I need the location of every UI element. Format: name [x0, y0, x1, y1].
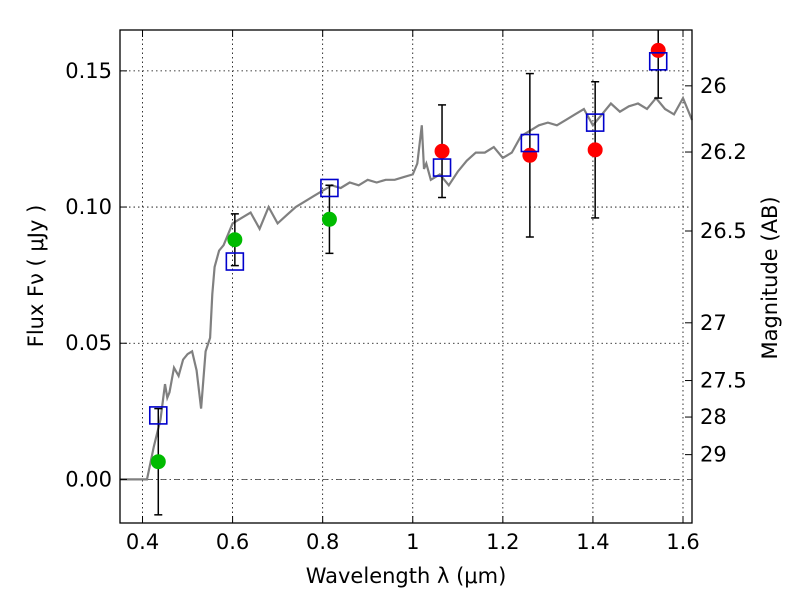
- green-circle-marker: [321, 211, 337, 227]
- blue-square-marker: [585, 113, 605, 132]
- blue-square-marker: [320, 178, 339, 198]
- red-circle-marker: [434, 143, 450, 159]
- ticks: 0.4 0.6 0.8 1 1.2 1.4 1.6 0.00 0.05 0.10 0.15 26 26.…: [65, 30, 747, 554]
- right-tick-label: 26.2: [700, 140, 747, 164]
- y-axis-title: Flux Fν ( μJy ): [24, 205, 48, 348]
- x-tick-label: 0.8: [306, 530, 339, 554]
- y-tick-label: 0.10: [65, 195, 112, 219]
- blue-square-marker: [432, 158, 452, 177]
- model-sed-line: [120, 95, 694, 481]
- x-tick-label: 1.4: [576, 530, 609, 554]
- x-tick-label: 1: [406, 530, 419, 554]
- red-circle-marker: [522, 147, 538, 163]
- green-circle-marker: [227, 232, 243, 248]
- right-tick-label: 26: [700, 74, 727, 98]
- x-tick-label: 1.2: [486, 530, 519, 554]
- errorbars: [154, 30, 663, 516]
- blue-square-marker: [148, 406, 168, 425]
- right-axis-title: Magnitude (AB): [758, 196, 782, 359]
- right-tick-label: 29: [700, 443, 727, 467]
- green-circle-marker: [150, 454, 166, 470]
- y-tick-label: 0.05: [65, 331, 112, 355]
- y-tick-label: 0.15: [65, 59, 112, 83]
- x-tick-label: 1.6: [666, 530, 699, 554]
- blue-square-marker: [520, 133, 540, 153]
- grid: [120, 30, 692, 523]
- red-circle-marker: [587, 142, 603, 158]
- blue-square-marker: [225, 252, 245, 271]
- blue-square-marker: [648, 52, 668, 71]
- plot-frame: [119, 29, 693, 524]
- data-markers: [148, 42, 668, 470]
- x-axis-title: Wavelength λ (μm): [306, 564, 507, 588]
- right-tick-label: 27.5: [700, 369, 747, 393]
- red-circle-marker: [650, 42, 666, 58]
- x-tick-label: 0.4: [126, 530, 159, 554]
- right-tick-label: 27: [700, 311, 727, 335]
- right-tick-label: 26.5: [700, 219, 747, 243]
- x-tick-label: 0.6: [216, 530, 249, 554]
- y-tick-label: 0.00: [65, 467, 112, 491]
- right-tick-label: 28: [700, 405, 727, 429]
